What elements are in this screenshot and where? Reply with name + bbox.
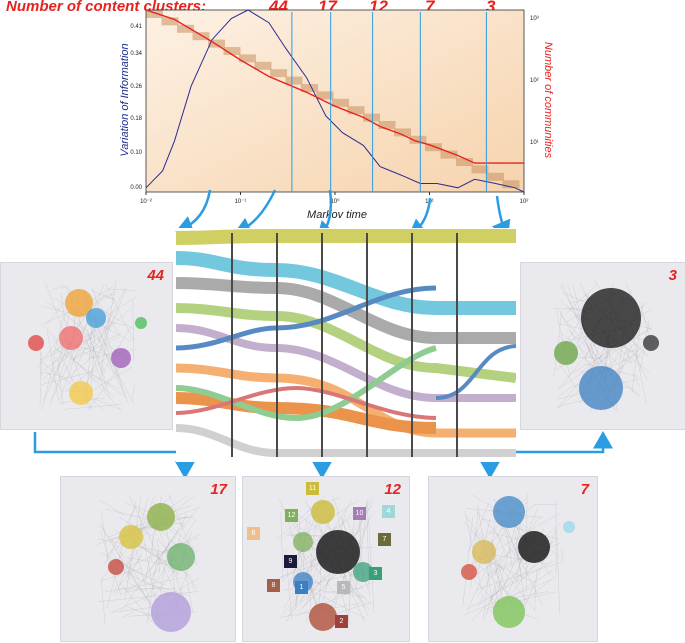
- network-graph-12: [277, 495, 375, 631]
- heatmap-cell: [378, 121, 396, 129]
- heatmap-cell: [409, 135, 427, 144]
- vi-series-line: [145, 9, 525, 193]
- x-tick-label: 10⁻²: [140, 199, 152, 205]
- heatmap-cell: [363, 113, 380, 122]
- panel-44-label: 44: [147, 267, 164, 284]
- cluster-badge-9: 9: [284, 555, 297, 568]
- heatmap-cell: [425, 143, 442, 152]
- x-tick-label: 10²: [520, 199, 529, 205]
- y-tick-label: 0.10: [130, 150, 142, 156]
- network-graph-7: [461, 493, 575, 628]
- cluster-badge-4: 4: [382, 505, 395, 518]
- network-graph-17: [96, 494, 201, 632]
- y-right-tick-label: 10²: [530, 78, 539, 84]
- heatmap-cell: [471, 165, 489, 174]
- axis-ticks: [145, 192, 525, 195]
- cluster-badge-11: 11: [306, 482, 319, 495]
- heatmap-cell: [502, 180, 520, 189]
- network-panel-12: 11 12 10 4 6 7 9 8 1 5 3 2 12: [242, 476, 410, 642]
- heatmap-cell: [301, 84, 318, 92]
- y-axis-label-left: Variation of Information: [119, 43, 131, 156]
- time-markers: [291, 12, 487, 192]
- series-layer: [145, 9, 525, 193]
- cluster-badge-8: 8: [267, 579, 280, 592]
- cluster-badge-6: 6: [247, 527, 260, 540]
- heatmap-cell: [285, 76, 303, 85]
- y-tick-label: 0.34: [130, 51, 142, 57]
- heatmap-cell: [332, 98, 349, 107]
- cluster-badge-10: 10: [353, 507, 366, 520]
- panel-17-label: 17: [210, 481, 227, 498]
- alluvial-flows: [175, 229, 517, 457]
- heatmap-cell: [487, 172, 504, 181]
- heatmap-cell: [456, 158, 473, 166]
- network-panel-3: 3: [520, 262, 685, 430]
- panel-12-label: 12: [384, 481, 401, 498]
- y-axis-label-right: Number of communities: [542, 42, 554, 159]
- x-tick-label: 10⁰: [330, 198, 340, 205]
- heatmap-cell: [223, 47, 241, 55]
- cluster-badge-3: 3: [369, 567, 382, 580]
- cluster-count-3: 3: [486, 0, 496, 16]
- cluster-badge-7: 7: [378, 533, 391, 546]
- cluster-badge-2: 2: [335, 615, 348, 628]
- x-axis-label: Markov time: [307, 209, 367, 221]
- heatmap-cell: [440, 150, 458, 159]
- panel-7-label: 7: [580, 481, 589, 498]
- network-edges: [37, 279, 137, 412]
- y-tick-label: 0.18: [130, 116, 142, 122]
- y-tick-label: 0.26: [130, 84, 142, 90]
- cluster-count-7: 7: [425, 0, 435, 16]
- heatmap-cell: [177, 24, 194, 33]
- network-panel-17: 17: [60, 476, 236, 642]
- heatmap-cell: [208, 39, 225, 48]
- heatmap-cell: [254, 61, 272, 70]
- network-panel-44: 44: [0, 262, 173, 430]
- y-right-tick-label: 10¹: [530, 140, 539, 146]
- network-graph-44: [28, 279, 147, 412]
- y-tick-label: 0.00: [130, 185, 142, 191]
- heatmap-cell: [146, 10, 163, 18]
- network-panel-7: 7: [428, 476, 598, 642]
- heatmap-cell: [192, 32, 210, 41]
- heatmap-cell: [161, 17, 179, 26]
- heatmap-cell: [316, 91, 334, 100]
- alluvial-node-bars: [231, 233, 458, 457]
- heatmap-cell: [394, 128, 411, 137]
- heatmap-cell: [270, 69, 287, 78]
- communities-series-line: [145, 9, 524, 164]
- cluster-badge-5: 5: [337, 581, 350, 594]
- alluvial-diagram: [175, 228, 517, 462]
- panel-3-label: 3: [668, 267, 677, 284]
- heatmap-cell: [347, 106, 365, 115]
- cluster-badge-12: 12: [285, 509, 298, 522]
- heatmap-cell: [239, 54, 256, 63]
- y-right-tick-label: 10³: [530, 16, 539, 22]
- x-tick-label: 10⁻¹: [235, 199, 247, 205]
- vi-heatmap-diagonal: [146, 10, 520, 189]
- network-graph-3: [553, 279, 659, 412]
- cluster-badge-1: 1: [295, 581, 308, 594]
- y-tick-label: 0.41: [130, 24, 142, 30]
